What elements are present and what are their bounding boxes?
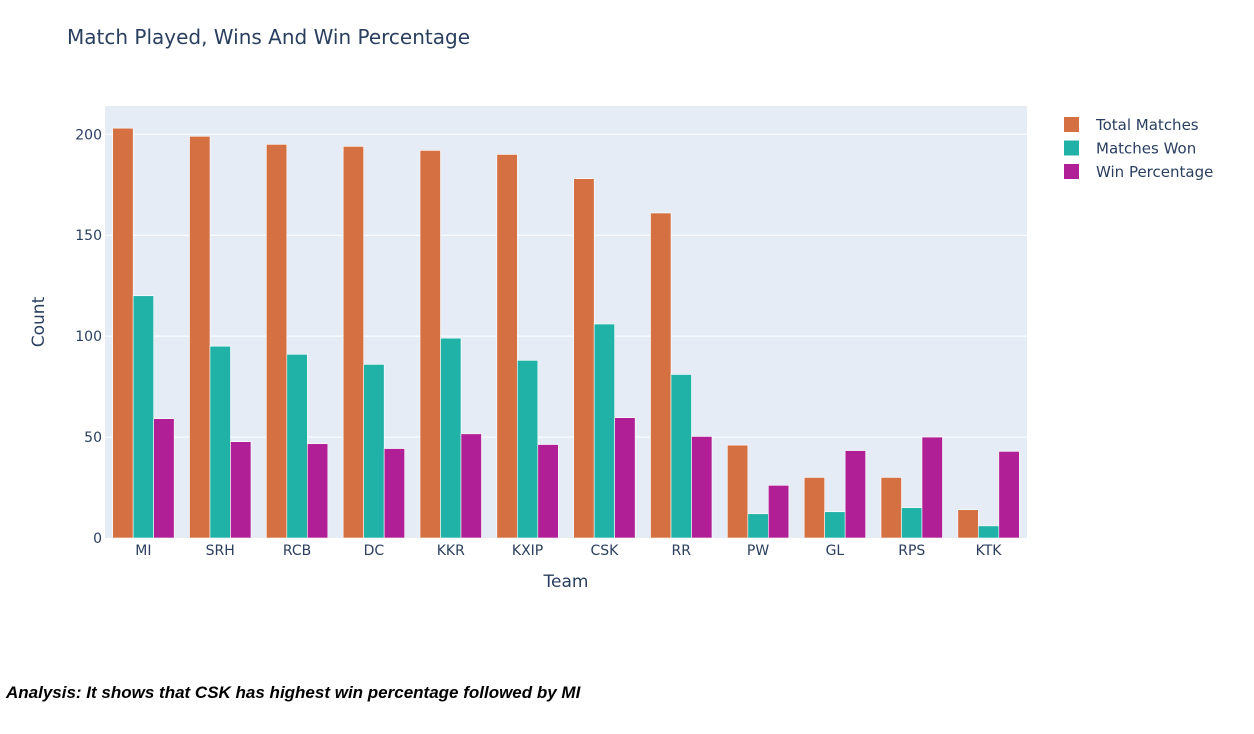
bar-win-percentage-rcb: [307, 443, 329, 539]
x-axis-label: Team: [543, 572, 589, 592]
bar-total-matches-rr: [650, 212, 672, 539]
bar-matches-won-gl: [824, 511, 846, 539]
bar-matches-won-rcb: [286, 353, 308, 539]
bar-matches-won-rr: [670, 374, 692, 539]
x-tick-label: SRH: [206, 543, 235, 559]
bar-win-percentage-gl: [844, 450, 866, 539]
x-tick-label: KXIP: [512, 543, 543, 559]
legend-label: Win Percentage: [1096, 163, 1213, 181]
y-tick-label: 0: [93, 531, 102, 547]
bar-total-matches-srh: [189, 135, 211, 539]
y-tick-label: 50: [84, 430, 102, 446]
x-tick-label: PW: [747, 543, 769, 559]
bar-matches-won-srh: [209, 345, 231, 539]
x-tick-label: MI: [135, 543, 151, 559]
bar-win-percentage-rps: [921, 436, 943, 539]
bar-total-matches-rps: [880, 477, 902, 539]
x-tick-label: DC: [364, 543, 385, 559]
bar-matches-won-mi: [132, 295, 154, 539]
bar-total-matches-ktk: [957, 509, 979, 539]
bar-win-percentage-csk: [614, 417, 636, 539]
bar-total-matches-kkr: [419, 150, 441, 539]
bar-matches-won-dc: [363, 364, 385, 539]
legend-swatch: [1064, 140, 1079, 156]
legend-swatch: [1064, 164, 1079, 179]
x-ticks: MI SRH RCB DC KKR KXIP CSK RR PW GL RPS KTK: [135, 543, 1002, 559]
bar-total-matches-kxip: [496, 154, 518, 539]
bar-win-percentage-ktk: [998, 451, 1020, 539]
bar-total-matches-rcb: [266, 144, 288, 539]
y-ticks: 0 50 100 150 200: [75, 127, 102, 547]
bar-win-percentage-kxip: [537, 444, 559, 539]
bar-matches-won-csk: [593, 323, 615, 539]
bar-total-matches-pw: [727, 444, 749, 539]
bar-win-percentage-mi: [153, 418, 175, 539]
x-tick-label: KTK: [976, 543, 1003, 559]
x-tick-label: KKR: [437, 543, 465, 559]
bar-win-percentage-rr: [691, 436, 713, 539]
bar-total-matches-mi: [112, 127, 134, 539]
bar-total-matches-gl: [803, 477, 825, 539]
y-tick-label: 150: [75, 228, 102, 244]
bar-matches-won-kkr: [440, 337, 462, 539]
bars: [112, 127, 1020, 539]
bar-matches-won-pw: [747, 513, 769, 539]
y-tick-label: 200: [75, 127, 102, 143]
legend-label: Matches Won: [1096, 140, 1196, 158]
bar-matches-won-rps: [901, 507, 923, 539]
x-tick-label: GL: [826, 543, 845, 559]
x-tick-label: RCB: [283, 543, 311, 559]
legend-label: Total Matches: [1095, 116, 1199, 134]
bar-win-percentage-pw: [768, 485, 790, 539]
plot-area: [105, 106, 1027, 538]
bar-total-matches-csk: [573, 178, 595, 539]
x-tick-label: CSK: [590, 543, 619, 559]
bar-win-percentage-dc: [383, 448, 405, 539]
bar-win-percentage-srh: [230, 441, 252, 539]
x-tick-label: RPS: [898, 543, 925, 559]
legend: Total Matches Matches Won Win Percentage: [1064, 116, 1213, 181]
analysis-text: Analysis: It shows that CSK has highest …: [6, 683, 581, 702]
bar-total-matches-dc: [342, 146, 364, 539]
gridlines: [105, 133, 1027, 438]
bar-win-percentage-kkr: [460, 433, 482, 539]
legend-swatch: [1064, 117, 1079, 132]
chart-title: Match Played, Wins And Win Percentage: [67, 25, 470, 49]
y-tick-label: 100: [75, 329, 102, 345]
bar-matches-won-kxip: [517, 360, 539, 539]
bar-matches-won-ktk: [978, 525, 1000, 539]
y-axis-label: Count: [29, 296, 49, 347]
x-tick-label: RR: [672, 543, 692, 559]
